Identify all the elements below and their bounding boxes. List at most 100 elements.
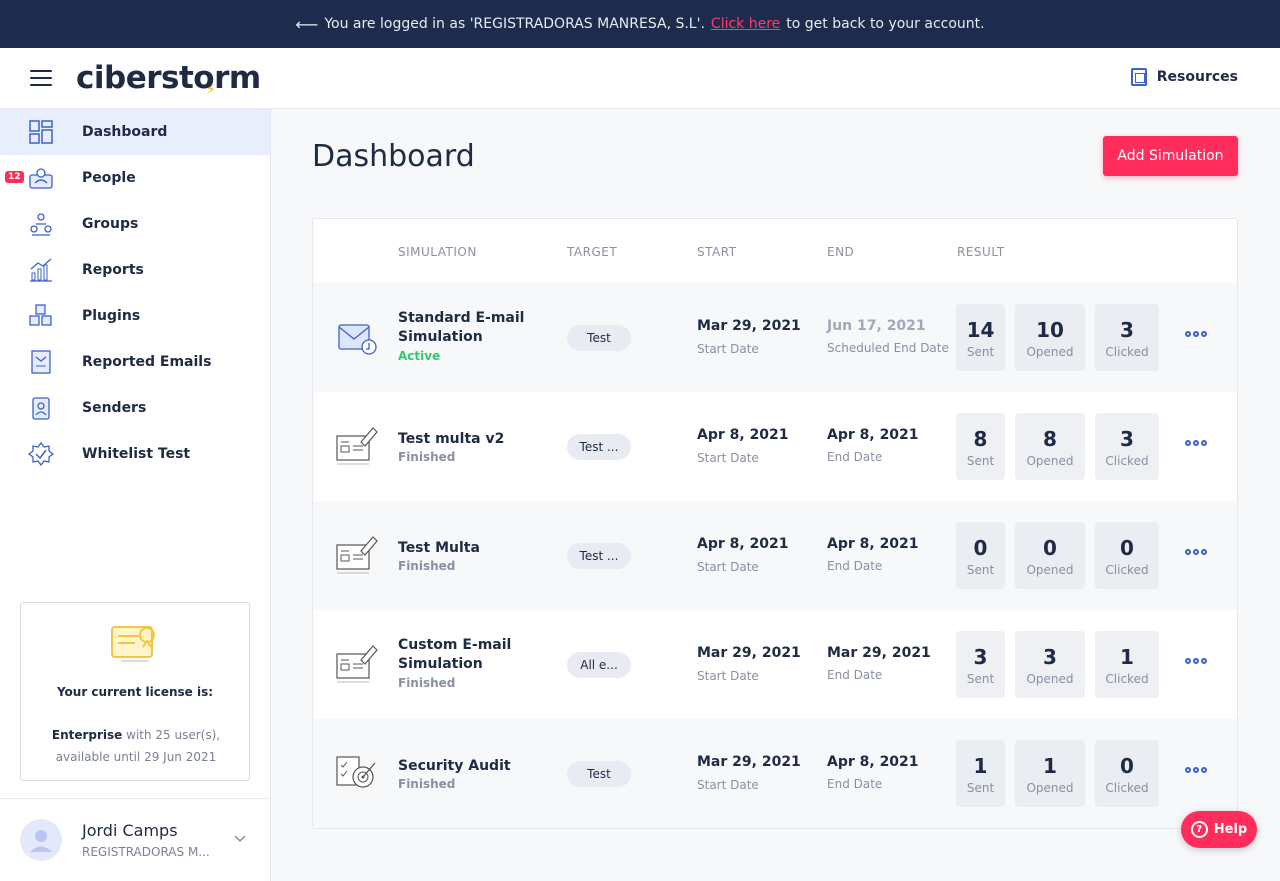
result-opened: 10 Opened (1015, 304, 1085, 371)
resources-icon (1130, 68, 1147, 86)
people-icon (29, 168, 53, 189)
user-name: Jordi Camps (82, 821, 178, 840)
back-to-account-link[interactable]: Click here (710, 16, 781, 32)
result-sent-label: Sent (966, 345, 995, 359)
result-sent-count: 8 (973, 427, 988, 451)
simulation-status: Finished (398, 559, 456, 573)
resources-button[interactable]: Resources (1130, 68, 1238, 86)
user-avatar-icon (30, 830, 52, 852)
help-label: Help (1213, 822, 1248, 837)
sidebar-item-groups[interactable]: Groups (0, 201, 270, 247)
logo[interactable]: ciberstorm ⚡ (76, 60, 261, 98)
result-sent: 0 Sent (956, 522, 1005, 589)
table-row[interactable]: Security Audit Finished Test Mar 29, 2021 St… (313, 719, 1237, 828)
start-date: Apr 8, 2021 (697, 427, 789, 443)
target-pill: Test ... (567, 434, 631, 460)
simulation-name[interactable]: Test multa v2 (398, 431, 505, 447)
license-detail: Enterprise with 25 user(s), available un… (37, 724, 235, 768)
result-sent-label: Sent (966, 563, 995, 577)
menu-icon[interactable] (30, 70, 52, 86)
reports-icon (30, 258, 52, 282)
simulation-type-icon (336, 536, 378, 574)
simulation-name[interactable]: Test Multa (398, 540, 480, 556)
license-plan: Enterprise (51, 728, 123, 742)
start-date: Mar 29, 2021 (697, 645, 801, 661)
result-clicked-count: 3 (1120, 318, 1134, 342)
sidebar-item-people[interactable]: 12 People (0, 155, 270, 201)
sidebar: Dashboard 12 People Groups Reports Plugins Rep… (0, 109, 271, 881)
license-terms: with 25 user(s), available until 29 Jun … (55, 728, 221, 764)
sidebar-item-reports[interactable]: Reports (0, 247, 270, 293)
result-opened-label: Opened (1026, 454, 1074, 468)
sidebar-item-label: Senders (82, 400, 147, 416)
end-date: Apr 8, 2021 (827, 536, 919, 552)
simulation-name[interactable]: Standard E-mail Simulation (398, 310, 525, 345)
page-title: Dashboard (312, 139, 475, 174)
result-opened: 3 Opened (1015, 631, 1085, 698)
result-opened-label: Opened (1026, 345, 1074, 359)
start-date: Mar 29, 2021 (697, 754, 801, 770)
user-organization: REGISTRADORAS M... (82, 845, 210, 859)
table-row[interactable]: Test multa v2 Finished Test ... Apr 8, 2021… (313, 392, 1237, 501)
sidebar-item-label: Reported Emails (82, 354, 212, 370)
table-row[interactable]: Custom E-mail Simulation Finished All e...… (313, 610, 1237, 719)
simulation-type-icon (336, 645, 378, 683)
result-clicked-count: 0 (1120, 536, 1134, 560)
avatar (20, 819, 62, 861)
table-header: SIMULATION TARGET START END RESULT (313, 219, 1237, 283)
result-clicked: 0 Clicked (1095, 740, 1159, 807)
sidebar-item-whitelist-test[interactable]: Whitelist Test (0, 431, 270, 477)
result-clicked-label: Clicked (1105, 672, 1149, 686)
result-sent-label: Sent (966, 672, 995, 686)
result-opened-count: 3 (1043, 645, 1057, 669)
more-options-icon[interactable] (1185, 440, 1207, 452)
result-opened-count: 1 (1043, 754, 1057, 778)
result-sent-count: 3 (973, 645, 988, 669)
more-options-icon[interactable] (1185, 658, 1207, 670)
user-menu[interactable]: Jordi Camps REGISTRADORAS M... (0, 798, 270, 881)
banner-text: You are logged in as 'REGISTRADORAS MANR… (324, 16, 705, 32)
sidebar-item-label: Plugins (82, 308, 141, 324)
sidebar-item-senders[interactable]: Senders (0, 385, 270, 431)
help-button[interactable]: ? Help (1181, 811, 1257, 848)
more-options-icon[interactable] (1185, 549, 1207, 561)
result-opened-label: Opened (1026, 672, 1074, 686)
plugins-icon (29, 304, 52, 326)
whitelist-icon (28, 441, 54, 467)
result-clicked-label: Clicked (1105, 454, 1149, 468)
result-opened: 8 Opened (1015, 413, 1085, 480)
result-clicked: 0 Clicked (1095, 522, 1159, 589)
people-count-badge: 12 (5, 171, 24, 183)
table-row[interactable]: Test Multa Finished Test ... Apr 8, 2021 Sta… (313, 501, 1237, 610)
result-sent-label: Sent (966, 781, 995, 795)
result-sent: 8 Sent (956, 413, 1005, 480)
resources-label: Resources (1156, 69, 1238, 85)
target-pill: All e... (567, 652, 631, 678)
more-options-icon[interactable] (1185, 331, 1207, 343)
more-options-icon[interactable] (1185, 767, 1207, 779)
end-date-label: End Date (827, 668, 883, 682)
chevron-down-icon[interactable] (233, 831, 247, 845)
simulation-type-icon (336, 427, 378, 465)
result-opened-label: Opened (1026, 781, 1074, 795)
result-clicked-label: Clicked (1105, 563, 1149, 577)
sidebar-item-plugins[interactable]: Plugins (0, 293, 270, 339)
target-pill: Test (567, 761, 631, 787)
simulation-name[interactable]: Security Audit (398, 758, 511, 774)
result-clicked-label: Clicked (1105, 345, 1149, 359)
sidebar-item-label: People (82, 170, 136, 186)
end-date: Apr 8, 2021 (827, 427, 919, 443)
start-date-label: Start Date (697, 778, 759, 792)
add-simulation-button[interactable]: Add Simulation (1103, 136, 1238, 176)
sidebar-item-reported-emails[interactable]: Reported Emails (0, 339, 270, 385)
start-date: Apr 8, 2021 (697, 536, 789, 552)
simulation-status: Active (398, 349, 441, 363)
start-date-label: Start Date (697, 669, 759, 683)
simulation-name[interactable]: Custom E-mail Simulation (398, 637, 512, 672)
table-row[interactable]: Standard E-mail Simulation Active Test Mar … (313, 283, 1237, 392)
end-date-label: Scheduled End Date (827, 341, 949, 355)
sidebar-item-dashboard[interactable]: Dashboard (0, 109, 270, 155)
result-opened-label: Opened (1026, 563, 1074, 577)
end-date: Jun 17, 2021 (827, 318, 926, 334)
dashboard-icon (29, 120, 53, 144)
